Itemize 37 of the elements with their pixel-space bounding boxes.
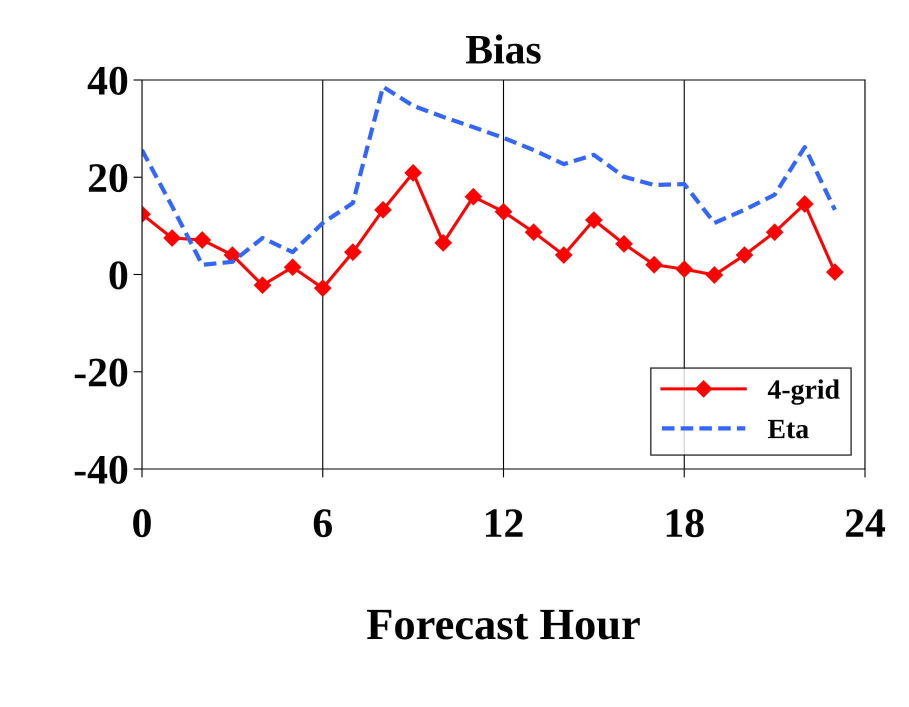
point bbox=[284, 258, 302, 276]
x-tick-label: 24 bbox=[846, 509, 886, 537]
x-tick-label: 6 bbox=[314, 509, 332, 538]
legend-label: Eta bbox=[768, 420, 809, 438]
line-series bbox=[142, 84, 837, 267]
point bbox=[736, 246, 754, 264]
point bbox=[494, 203, 512, 220]
point bbox=[464, 188, 482, 206]
point bbox=[706, 266, 723, 284]
y-tick-label: -20 bbox=[74, 358, 128, 387]
legend-label: 4-grid bbox=[768, 379, 840, 405]
point bbox=[555, 246, 572, 264]
point bbox=[164, 229, 181, 247]
point bbox=[585, 211, 602, 229]
point bbox=[676, 260, 693, 278]
point bbox=[615, 235, 633, 252]
point bbox=[646, 256, 663, 274]
y-tick-label: 40 bbox=[88, 66, 128, 95]
x-axis-title: Forecast Hour bbox=[367, 610, 640, 640]
point bbox=[404, 164, 422, 182]
point bbox=[254, 276, 272, 294]
x-tick-label: 12 bbox=[486, 509, 523, 537]
y-tick-label: 20 bbox=[88, 164, 128, 192]
point bbox=[194, 231, 211, 249]
point bbox=[796, 195, 814, 213]
chart-title: Bias bbox=[466, 34, 541, 64]
point bbox=[434, 234, 452, 252]
y-tick-label: 0 bbox=[110, 261, 128, 290]
x-tick-label: 0 bbox=[133, 509, 151, 538]
y-tick-label: -40 bbox=[74, 456, 128, 484]
point bbox=[826, 264, 844, 281]
point bbox=[766, 224, 784, 241]
point bbox=[374, 201, 392, 218]
point bbox=[525, 224, 542, 241]
point bbox=[344, 244, 362, 261]
x-tick-label: 18 bbox=[666, 509, 704, 538]
point bbox=[314, 280, 332, 297]
